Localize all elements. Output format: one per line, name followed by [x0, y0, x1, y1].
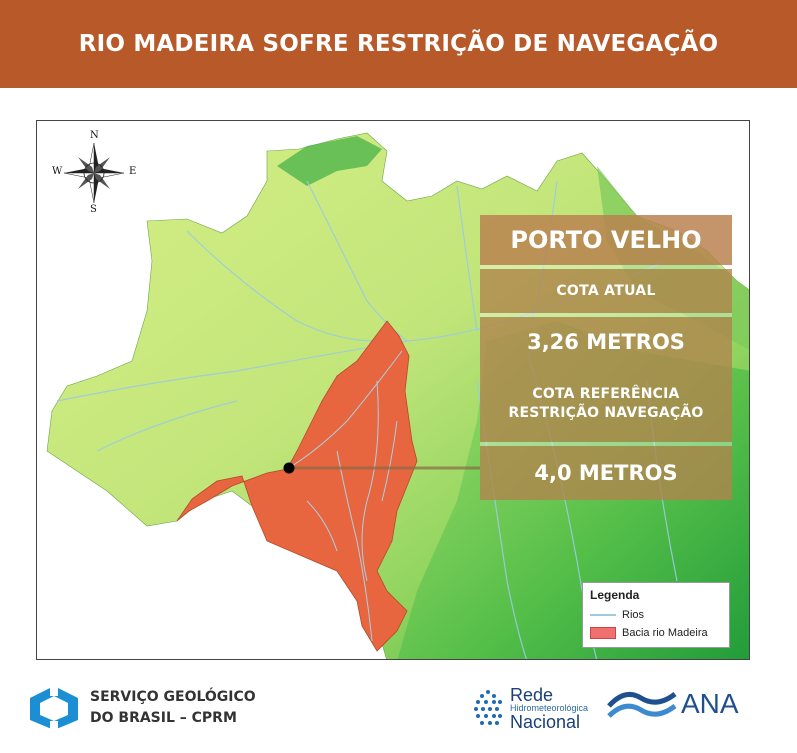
ana-label: ANA	[681, 688, 739, 719]
divider	[480, 442, 732, 446]
reference-label-line-1: COTA REFERÊNCIA	[532, 386, 680, 402]
legend-item-rivers: Rios	[590, 609, 644, 621]
ana-waves-icon	[607, 691, 677, 718]
legend-item-label: Rios	[622, 609, 645, 621]
cprm-line-1: SERVIÇO GEOLÓGICO	[90, 689, 256, 705]
map-legend: Legenda Rios Bacia rio Madeira	[582, 582, 730, 648]
reference-label-line-2: RESTRIÇÃO NAVEGAÇÃO	[508, 405, 704, 421]
porto-velho-marker	[283, 462, 295, 474]
legend-item-basin: Bacia rio Madeira	[590, 627, 708, 639]
city-title: PORTO VELHO	[480, 215, 732, 265]
rede-dots-icon	[474, 690, 502, 725]
rede-line-1: Rede	[510, 684, 554, 705]
northern-highlands	[277, 136, 382, 186]
map-frame: N S W E PORTO VELHO COTA ATUAL 3,26 METR…	[36, 120, 750, 660]
reference-level-label: COTA REFERÊNCIA RESTRIÇÃO NAVEGAÇÃO	[480, 366, 732, 442]
compass-west: W	[52, 166, 63, 177]
header-banner: RIO MADEIRA SOFRE RESTRIÇÃO DE NAVEGAÇÃO	[0, 0, 797, 88]
divider	[480, 265, 732, 269]
cprm-line-2: DO BRASIL – CPRM	[90, 710, 237, 726]
rede-logo: Rede Hidrometeorológica Nacional	[470, 684, 588, 732]
reference-level-value: 4,0 METROS	[480, 446, 732, 500]
cprm-hexagon-icon	[30, 686, 78, 730]
divider	[480, 313, 732, 317]
rede-line-3: Nacional	[510, 711, 581, 732]
legend-title: Legenda	[590, 588, 640, 602]
compass-north: N	[90, 130, 99, 141]
basin-rivers	[286, 350, 403, 642]
madeira-basin	[176, 320, 418, 652]
info-panel: PORTO VELHO COTA ATUAL 3,26 METROS COTA …	[480, 215, 732, 500]
compass-rose: N S W E	[49, 130, 139, 215]
current-level-value: 3,26 METROS	[480, 317, 732, 366]
compass-east: E	[129, 166, 137, 177]
cprm-logo: SERVIÇO GEOLÓGICO DO BRASIL – CPRM	[26, 684, 256, 732]
rede-line-2: Hidrometeorológica	[510, 702, 589, 713]
compass-icon	[63, 142, 125, 204]
ana-logo: ANA	[607, 684, 739, 724]
compass-south: S	[90, 204, 97, 215]
page-title: RIO MADEIRA SOFRE RESTRIÇÃO DE NAVEGAÇÃO	[78, 31, 719, 57]
basin-swatch-icon	[590, 627, 616, 639]
river-line-icon	[590, 614, 616, 616]
legend-item-label: Bacia rio Madeira	[622, 627, 708, 639]
current-level-label: COTA ATUAL	[480, 269, 732, 313]
